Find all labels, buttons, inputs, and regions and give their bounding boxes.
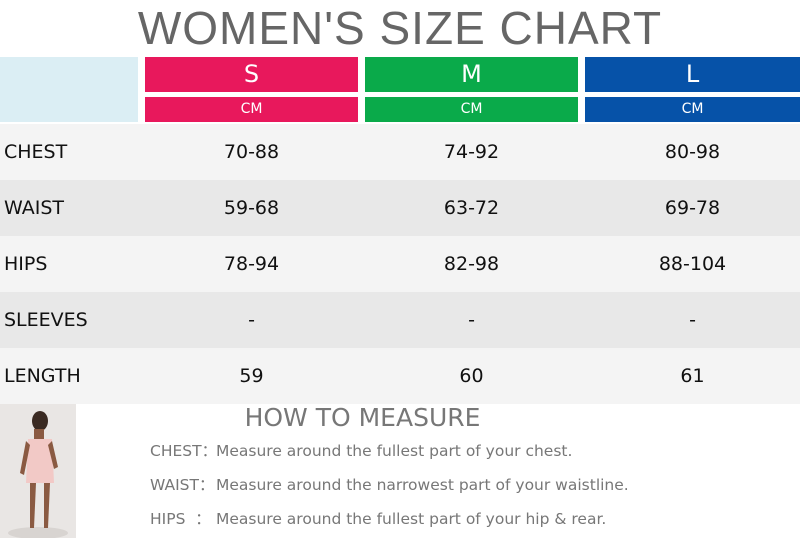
table-cell: 70-88: [223, 141, 280, 163]
table-cell: 59: [239, 365, 264, 387]
model-photo: [0, 403, 76, 538]
measure-label: CHEST：: [150, 442, 218, 460]
header-blank: [0, 57, 138, 122]
table-cell: 88-104: [658, 253, 727, 275]
table-row: [0, 292, 800, 348]
row-label: LENGTH: [4, 365, 81, 387]
measure-text: Measure around the fullest part of your …: [216, 510, 607, 528]
measure-label: WAIST：: [150, 476, 215, 494]
table-cell: 82-98: [443, 253, 500, 275]
measure-text: Measure around the fullest part of your …: [216, 442, 573, 460]
row-label: SLEEVES: [4, 309, 88, 331]
table-cell: 59-68: [223, 197, 280, 219]
table-cell: 74-92: [443, 141, 500, 163]
size-label: S: [145, 57, 358, 92]
table-cell: 80-98: [664, 141, 721, 163]
table-row: [0, 236, 800, 292]
table-cell: -: [468, 309, 475, 331]
table-cell: -: [248, 309, 255, 331]
table-cell: 61: [680, 365, 705, 387]
size-unit: CM: [145, 97, 358, 122]
measure-label: HIPS ：: [150, 510, 211, 528]
size-unit: CM: [585, 97, 800, 122]
measure-text: Measure around the narrowest part of you…: [216, 476, 629, 494]
table-cell: -: [689, 309, 696, 331]
table-row: [0, 180, 800, 236]
size-label: L: [585, 57, 800, 92]
chart-title: WOMEN'S SIZE CHART: [137, 2, 663, 54]
table-cell: 69-78: [664, 197, 721, 219]
size-label: M: [365, 57, 578, 92]
table-cell: 60: [459, 365, 484, 387]
table-cell: 78-94: [223, 253, 280, 275]
row-label: WAIST: [4, 197, 65, 219]
size-unit: CM: [365, 97, 578, 122]
row-label: HIPS: [4, 253, 48, 275]
table-cell: 63-72: [443, 197, 500, 219]
table-row: [0, 124, 800, 180]
row-label: CHEST: [4, 141, 68, 163]
table-row: [0, 348, 800, 404]
measure-title: HOW TO MEASURE: [244, 403, 481, 432]
